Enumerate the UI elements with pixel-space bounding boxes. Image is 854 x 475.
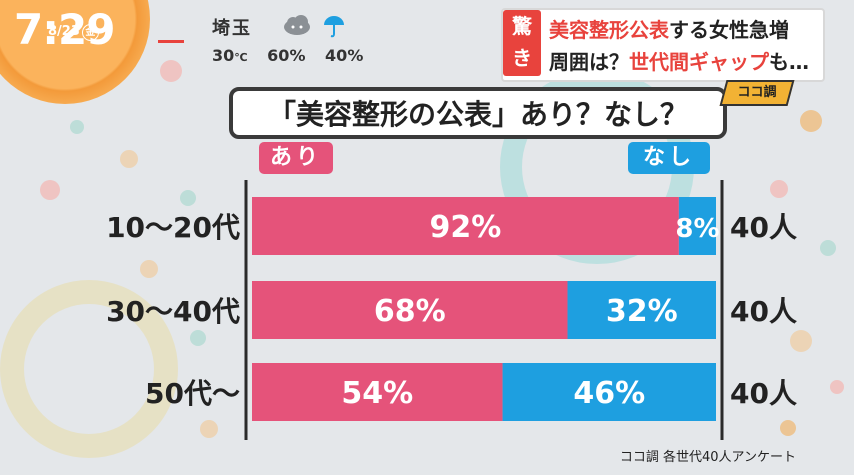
rain-chance: 40% <box>325 46 364 65</box>
humidity: 60% <box>267 46 306 65</box>
decor-dot <box>780 420 796 436</box>
data-label-nashi-0: 8% <box>675 214 719 244</box>
category-label-2: 50代～ <box>145 377 240 410</box>
decor-dot <box>180 190 196 206</box>
data-label-nashi-2: 46% <box>573 376 645 411</box>
category-label-0: 10～20代 <box>106 211 240 244</box>
data-label-nashi-1: 32% <box>606 294 678 329</box>
data-label-ari-2: 54% <box>341 376 413 411</box>
decor-dot <box>820 240 836 256</box>
decor-dot <box>120 150 138 168</box>
chart-title-box: 「美容整形の公表」あり？なし？ <box>229 87 727 139</box>
legend-ari: あり <box>259 142 333 174</box>
data-label-ari-0: 92% <box>430 210 502 245</box>
prefecture-name: 埼玉 <box>212 18 252 39</box>
count-label-1: 40人 <box>730 295 797 328</box>
legend-nashi: なし <box>628 142 710 174</box>
umbrella-icon <box>324 16 344 38</box>
bar-nashi-0 <box>678 197 716 255</box>
source-note: ココ調 各世代40人アンケート <box>619 450 796 465</box>
headline-banner: 驚き 美容整形公表する女性急増 周囲は？世代間ギャップも… <box>501 8 825 82</box>
bar-ari-1 <box>252 281 568 339</box>
headline-box <box>501 8 825 82</box>
clock-date: 8/23 金 <box>48 24 99 41</box>
count-label-2: 40人 <box>730 377 797 410</box>
bar-nashi-1 <box>567 281 716 339</box>
date-value: 8/23 <box>48 24 80 39</box>
headline-tag: 驚き <box>503 10 541 76</box>
temperature: 30℃ <box>212 46 248 65</box>
clock-divider <box>158 40 184 43</box>
decor-dot <box>40 180 60 200</box>
cloud-icon <box>284 15 310 35</box>
decor-dot <box>190 330 206 346</box>
headline-line-1: 美容整形公表する女性急増 <box>549 18 789 42</box>
decor-dot <box>200 420 218 438</box>
weekday: 金 <box>81 24 99 41</box>
data-label-ari-1: 68% <box>374 294 446 329</box>
bar-nashi-2 <box>502 363 716 421</box>
decor-dot <box>800 110 822 132</box>
headline-line-2: 周囲は？世代間ギャップも… <box>549 50 809 74</box>
decor-dot <box>770 180 788 198</box>
clock-badge: 7:29 8/23 金 <box>0 0 172 104</box>
chart-title: 「美容整形の公表」あり？なし？ <box>267 98 688 131</box>
decor-dot <box>160 60 182 82</box>
weather-panel: 埼玉 30℃ 60% 40% <box>212 14 363 65</box>
bar-ari-0 <box>252 197 679 255</box>
count-label-0: 40人 <box>730 211 797 244</box>
decor-dot <box>140 260 158 278</box>
decor-dot <box>70 120 84 134</box>
decor-dot <box>830 380 844 394</box>
weather-readout: 30℃ 60% 40% <box>212 46 377 65</box>
bar-ari-2 <box>252 363 503 421</box>
category-label-1: 30～40代 <box>106 295 240 328</box>
decor-dot <box>790 330 812 352</box>
